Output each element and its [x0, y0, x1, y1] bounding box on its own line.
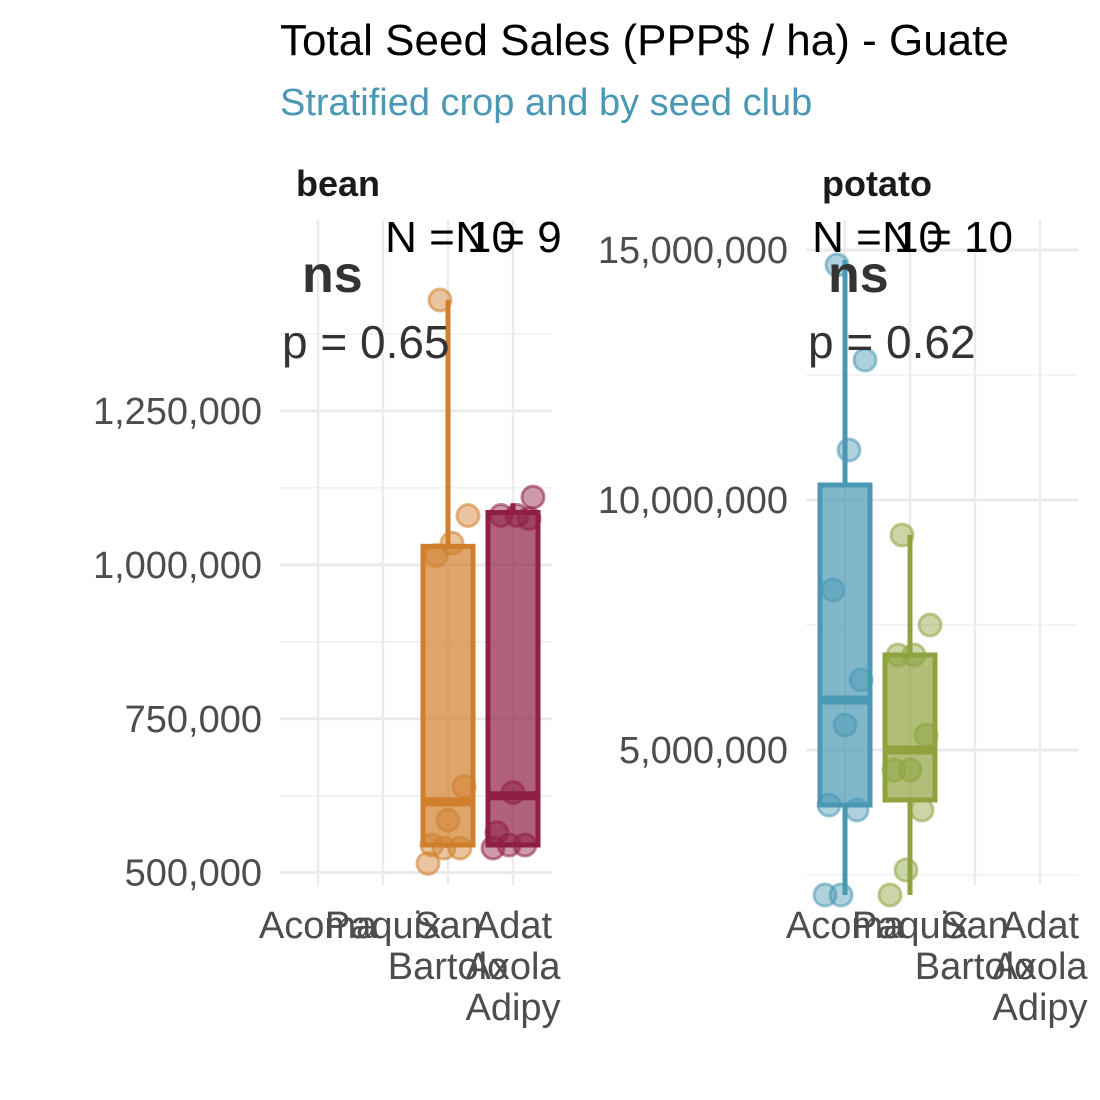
x-tick-label: Adat — [1001, 905, 1080, 947]
data-point — [897, 757, 923, 783]
data-point — [816, 792, 842, 818]
x-tick-label: Bartolo — [388, 946, 508, 988]
chart-title: Total Seed Sales (PPP$ / ha) - Guate — [280, 16, 1009, 65]
x-tick-label: Adat — [474, 905, 553, 947]
box-paquix — [877, 522, 943, 908]
data-point — [909, 797, 935, 823]
data-point — [439, 530, 465, 556]
data-point — [877, 882, 903, 908]
data-point — [901, 642, 927, 668]
y-tick-label: 750,000 — [125, 699, 262, 741]
x-tick-label: Paquix — [325, 905, 441, 947]
n-label: N = 10 — [812, 213, 943, 262]
data-point — [455, 503, 481, 529]
x-tick-label: San — [941, 905, 1009, 947]
data-point — [520, 484, 546, 510]
facet-label: potato — [822, 163, 932, 204]
x-tick-label: Adipy — [465, 987, 560, 1029]
x-tick-label: Bartolo — [915, 946, 1035, 988]
p-value-label: p = 0.62 — [808, 316, 976, 368]
significance-label: ns — [828, 246, 889, 304]
data-point — [852, 347, 878, 373]
data-point — [415, 850, 441, 876]
x-tick-label: Axola — [465, 946, 561, 988]
data-point — [889, 522, 915, 548]
panel-potato: 5,000,000 10,000,000 15,000,000 AcomaPaquix… — [598, 163, 1089, 1029]
x-tick-label: Paquix — [852, 905, 968, 947]
panels: 500,000750,0001,000,0001,250,000AcomaPaq… — [93, 163, 1088, 1029]
data-point — [848, 667, 874, 693]
data-point — [419, 832, 445, 858]
data-point — [917, 612, 943, 638]
p-value-label: p = 0.65 — [282, 316, 450, 368]
data-point — [435, 807, 461, 833]
data-point — [836, 437, 862, 463]
data-point — [913, 722, 939, 748]
n-label: N = 9 — [455, 213, 561, 262]
facet-label: bean — [296, 163, 380, 204]
box-iqr — [420, 543, 476, 848]
data-point — [828, 882, 854, 908]
data-point — [484, 820, 510, 846]
y-tick-label: 15,000,000 — [598, 230, 788, 272]
box-iqr — [817, 482, 873, 808]
panel-bean: 500,000 750,000 1,000,000 1,250,000 AcomaPaq… — [93, 163, 562, 1029]
x-tick-label: Adipy — [992, 987, 1087, 1029]
data-point — [820, 577, 846, 603]
data-point — [427, 287, 453, 313]
y-tick-label: 5,000,000 — [619, 730, 788, 772]
x-tick-label: San — [414, 905, 482, 947]
data-point — [844, 797, 870, 823]
box-acoma — [812, 252, 878, 908]
data-point — [824, 252, 850, 278]
data-point — [500, 780, 526, 806]
n-label: N = 10 — [882, 213, 1013, 262]
data-point — [893, 857, 919, 883]
data-point — [512, 832, 538, 858]
chart-subtitle: Stratified crop and by seed club — [280, 82, 812, 124]
data-point — [451, 773, 477, 799]
data-point — [832, 712, 858, 738]
y-tick-label: 10,000,000 — [598, 480, 788, 522]
x-tick-label: Axola — [992, 946, 1088, 988]
box-iqr — [882, 652, 938, 803]
n-label: N = 10 — [385, 213, 516, 262]
y-tick-label: 1,000,000 — [93, 545, 262, 587]
x-tick-label: Acoma — [259, 905, 378, 947]
x-tick-label: Acoma — [786, 905, 905, 947]
box-san-bartolo — [415, 287, 481, 876]
data-point — [423, 543, 449, 569]
box-adat-axola-adipy — [480, 484, 546, 861]
data-point — [504, 503, 530, 529]
box-iqr — [485, 509, 541, 848]
y-tick-label: 1,250,000 — [93, 391, 262, 433]
y-tick-label: 500,000 — [125, 853, 262, 895]
significance-label: ns — [302, 246, 363, 304]
data-point — [447, 835, 473, 861]
